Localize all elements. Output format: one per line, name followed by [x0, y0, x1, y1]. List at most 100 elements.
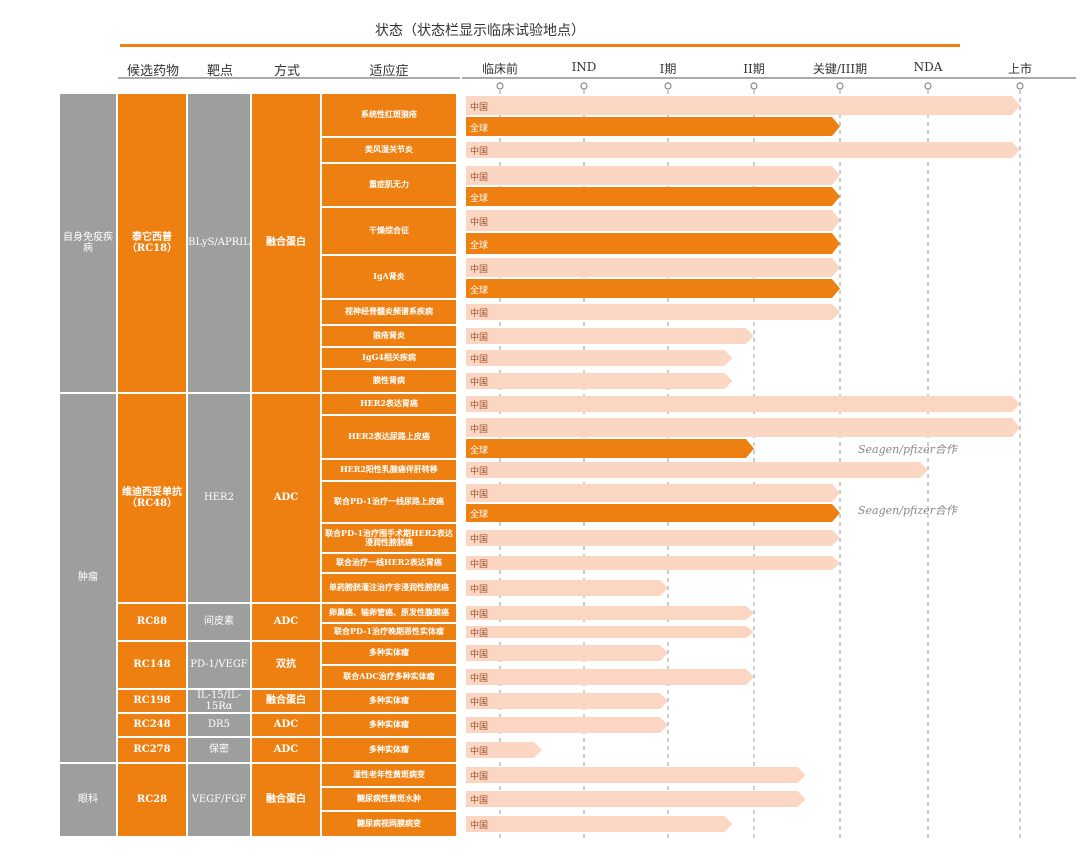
- progress-bar: [466, 187, 840, 206]
- target-cell: HER2: [188, 394, 250, 602]
- progress-bar: [466, 439, 754, 458]
- modality-cell: ADC: [252, 604, 320, 640]
- progress-bar: [466, 258, 840, 277]
- progress-bar: [466, 626, 754, 638]
- candidate-cell: RC198: [118, 690, 186, 712]
- progress-bar: [466, 210, 840, 231]
- target-cell: VEGF/FGF: [188, 764, 250, 836]
- modality-cell: 双抗: [252, 642, 320, 688]
- indication-cell: HER2阳性乳腺癌伴肝转移: [322, 460, 456, 480]
- stage-label: IND: [571, 60, 597, 74]
- indication-cell: 糖尿病视网膜病变: [322, 812, 456, 836]
- target-cell: 间皮素: [188, 604, 250, 640]
- indication-cell: 膜性肾病: [322, 370, 456, 392]
- category-cell: 自身免疫疾病: [60, 94, 116, 392]
- progress-bar: [466, 669, 754, 685]
- category-cell: 肿瘤: [60, 394, 116, 762]
- stage-marker: [496, 82, 504, 90]
- progress-bar: [466, 791, 806, 807]
- target-cell: PD-1/VEGF: [188, 642, 250, 688]
- stage-label: II期: [743, 62, 765, 76]
- stage-marker: [664, 82, 672, 90]
- progress-bar: [466, 504, 840, 522]
- indication-cell: 单药膀胱灌注治疗非浸润性膀胱癌: [322, 574, 456, 602]
- indication-cell: 重症肌无力: [322, 164, 456, 206]
- stage-marker: [580, 82, 588, 90]
- progress-bar: [466, 462, 928, 478]
- indication-cell: 多种实体瘤: [322, 714, 456, 736]
- candidate-cell: 维迪西妥单抗（RC48）: [118, 394, 186, 602]
- progress-bar: [466, 484, 840, 502]
- indication-cell: 狼疮肾炎: [322, 326, 456, 346]
- progress-bar: [466, 767, 806, 783]
- target-cell: IL-15/IL-15Rα: [188, 690, 250, 712]
- candidate-cell: RC248: [118, 714, 186, 736]
- stage-marker: [1016, 82, 1024, 90]
- indication-cell: 联合PD-1治疗围手术期HER2表达浸润性膀胱癌: [322, 524, 456, 552]
- stage-label: NDA: [913, 60, 943, 74]
- partner-note: Seagen/pfizer合作: [858, 504, 957, 517]
- indication-cell: 视神经脊髓炎频谱系疾病: [322, 300, 456, 324]
- header-modality: 方式: [273, 64, 300, 79]
- progress-bar: [466, 693, 668, 709]
- progress-bar: [466, 373, 733, 389]
- stage-marker: [750, 82, 758, 90]
- stage-label: 关键/III期: [812, 62, 868, 76]
- stage-marker: [836, 82, 844, 90]
- chart-title: 状态（状态栏显示临床试验地点）: [375, 23, 585, 39]
- candidate-cell: 泰它西普（RC18）: [118, 94, 186, 392]
- category-cell: 眼科: [60, 764, 116, 836]
- indication-cell: 系统性红斑狼疮: [322, 94, 456, 136]
- progress-bar: [466, 717, 668, 733]
- indication-cell: 多种实体瘤: [322, 642, 456, 664]
- indication-cell: 卵巢癌、输卵管癌、原发性腹膜癌: [322, 604, 456, 622]
- progress-bar: [466, 328, 754, 344]
- indication-cell: 联合PD-1治疗一线尿路上皮癌: [322, 482, 456, 522]
- progress-bar: [466, 816, 733, 832]
- indication-cell: HER2表达尿路上皮癌: [322, 416, 456, 458]
- progress-bar: [466, 606, 754, 620]
- indication-cell: 湿性老年性黄斑病变: [322, 764, 456, 786]
- progress-bar: [466, 117, 840, 136]
- header-candidate: 候选药物: [126, 64, 179, 79]
- title-underline: [120, 44, 960, 47]
- indication-cell: 联合PD-1治疗晚期恶性实体瘤: [322, 624, 456, 640]
- indication-cell: 联合治疗一线HER2表达胃癌: [322, 554, 456, 572]
- candidate-cell: RC28: [118, 764, 186, 836]
- indication-cell: IgG4相关疾病: [322, 348, 456, 368]
- indication-cell: 联合ADC治疗多种实体瘤: [322, 666, 456, 688]
- progress-bar: [466, 645, 668, 661]
- modality-cell: 融合蛋白: [252, 690, 320, 712]
- progress-bar: [466, 580, 668, 596]
- target-cell: BLyS/APRIL: [188, 94, 250, 392]
- progress-bar: [466, 233, 840, 254]
- progress-bar: [466, 396, 1020, 412]
- progress-bar: [466, 279, 840, 298]
- indication-cell: 多种实体瘤: [322, 690, 456, 712]
- target-cell: 保密: [188, 738, 250, 762]
- indication-cell: HER2表达胃癌: [322, 394, 456, 414]
- progress-bar: [466, 742, 542, 758]
- modality-cell: ADC: [252, 714, 320, 736]
- modality-cell: ADC: [252, 394, 320, 602]
- stage-label: I期: [659, 62, 677, 76]
- indication-cell: 干燥综合征: [322, 208, 456, 254]
- indication-cell: IgA肾炎: [322, 256, 456, 298]
- candidate-cell: RC148: [118, 642, 186, 688]
- stage-label: 上市: [1007, 62, 1033, 76]
- candidate-cell: RC278: [118, 738, 186, 762]
- modality-cell: ADC: [252, 738, 320, 762]
- indication-cell: 类风湿关节炎: [322, 138, 456, 162]
- stage-label: 临床前: [481, 62, 519, 76]
- modality-cell: 融合蛋白: [252, 764, 320, 836]
- indication-cell: 多种实体瘤: [322, 738, 456, 762]
- progress-bar: [466, 304, 840, 320]
- progress-bar: [466, 96, 1020, 115]
- progress-bar: [466, 350, 733, 366]
- stage-marker: [924, 82, 932, 90]
- target-cell: DR5: [188, 714, 250, 736]
- candidate-cell: RC88: [118, 604, 186, 640]
- progress-bar: [466, 142, 1020, 158]
